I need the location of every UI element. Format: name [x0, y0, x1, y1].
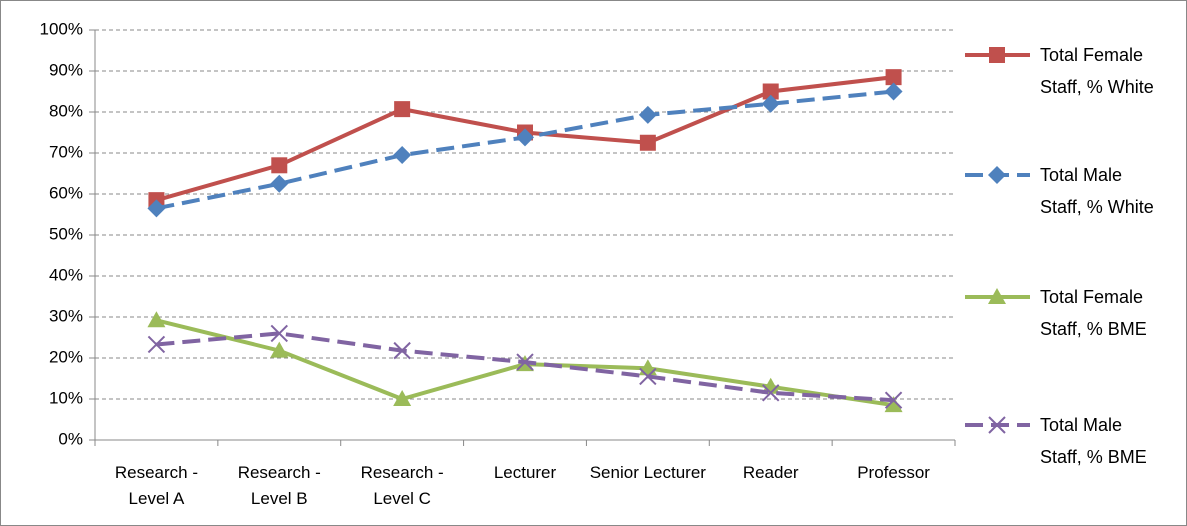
marker [884, 82, 903, 101]
marker [147, 311, 166, 328]
y-tick-label: 50% [49, 224, 83, 243]
x-tick-label: Senior Lecturer [589, 463, 706, 482]
y-tick-label: 80% [49, 101, 83, 120]
marker [762, 384, 780, 402]
y-tick-label: 0% [58, 429, 83, 448]
x-tick-label: Reader [742, 463, 799, 482]
marker [988, 416, 1006, 434]
marker [884, 396, 903, 413]
marker [516, 128, 534, 147]
legend-label: Total Male Staff, % White [1040, 165, 1154, 217]
x-tick-label: Lecturer [493, 463, 557, 482]
marker [393, 146, 412, 165]
marker [885, 69, 902, 86]
marker [270, 341, 289, 358]
y-tick-label: 90% [49, 60, 83, 79]
marker [762, 83, 779, 100]
series-line [156, 89, 894, 211]
y-tick-label: 30% [49, 306, 83, 325]
y-tick-label: 20% [49, 347, 83, 366]
y-tick-label: 100% [40, 19, 83, 38]
marker [989, 47, 1005, 63]
marker [639, 134, 656, 151]
marker [639, 367, 657, 386]
marker [988, 288, 1006, 304]
legend-label: Total Male Staff, % BME [1040, 415, 1147, 467]
y-tick-label: 60% [49, 183, 83, 202]
marker [761, 94, 780, 113]
x-tick-label: Professor [857, 463, 930, 482]
marker [638, 105, 657, 124]
marker [271, 157, 288, 174]
marker [147, 335, 166, 354]
marker [270, 324, 288, 343]
marker [516, 353, 534, 371]
marker [988, 166, 1006, 184]
y-tick-label: 10% [49, 388, 83, 407]
x-tick-label: Research - Level B [237, 463, 321, 508]
legend-label: Total Female Staff, % White [1040, 45, 1154, 97]
x-tick-label: Research - Level C [360, 463, 444, 508]
marker [884, 391, 903, 409]
marker [270, 174, 289, 193]
marker [394, 101, 411, 118]
x-tick-label: Research - Level A [114, 463, 198, 508]
marker [393, 390, 412, 406]
marker [147, 199, 166, 218]
marker [393, 341, 411, 360]
legend-label: Total Female Staff, % BME [1040, 287, 1147, 339]
y-tick-label: 70% [49, 142, 83, 161]
y-tick-label: 40% [49, 265, 83, 284]
